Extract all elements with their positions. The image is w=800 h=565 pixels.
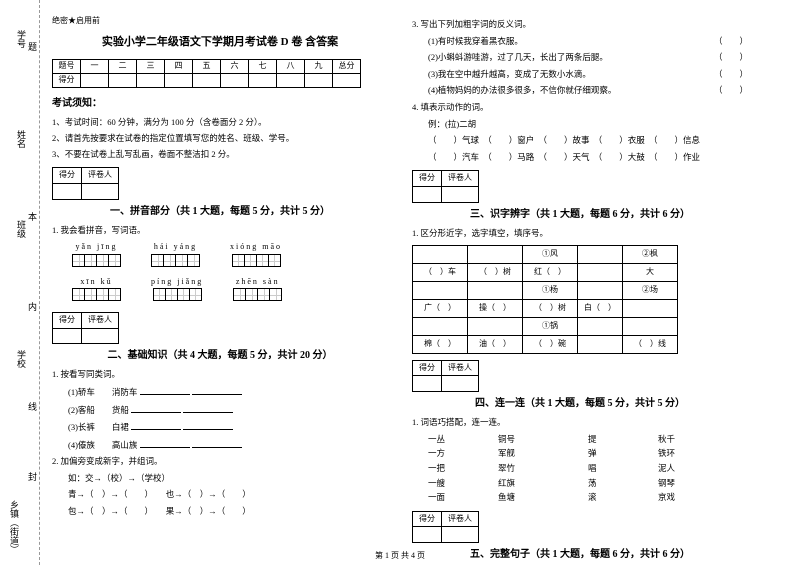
eval-table-1: 得分评卷人 bbox=[52, 167, 119, 200]
page-footer: 第 1 页 共 4 页 bbox=[375, 550, 425, 561]
secrecy-mark: 绝密★启用前 bbox=[52, 15, 388, 28]
right-column: 3. 写出下列加粗字词的反义词。 (1)有时候我穿着黑衣服。（ ） (2)小蝌蚪… bbox=[400, 0, 760, 565]
char-select-table: ①风 ②枫 （ ）车 （ ）树 红（ ） 大 ①杨 ②场 广（ ） 操（ ） bbox=[412, 245, 678, 354]
match-list: 一丛铜号提秋千 一方军舰弹铁环 一把翠竹唱泥人 一艘红旗荡钢琴 一面鱼塘滚京戏 bbox=[412, 433, 748, 505]
margin-char-3: 内 bbox=[28, 300, 37, 313]
eval-table-3: 得分评卷人 bbox=[412, 170, 479, 203]
margin-label-xuexiao: 学校 bbox=[15, 350, 28, 368]
margin-label-xuehou: 学号 bbox=[15, 30, 28, 48]
q4-1: 1. 词语巧搭配，连一连。 bbox=[412, 416, 748, 430]
q1-1: 1. 我会看拼音，写词语。 bbox=[52, 224, 388, 238]
hdr-defen: 得分 bbox=[53, 74, 81, 88]
notice-head: 考试须知： bbox=[52, 96, 388, 112]
section-4-title: 四、连一连（共 1 大题，每题 5 分，共计 5 分） bbox=[412, 396, 748, 412]
section-5-title: 五、完整句子（共 1 大题，每题 6 分，共计 6 分） bbox=[412, 547, 748, 563]
eval-table-5: 得分评卷人 bbox=[412, 511, 479, 544]
hdr-tihaov: 题号 bbox=[53, 60, 81, 74]
pinyin-block: yǎn jīng bbox=[72, 241, 121, 271]
section-3-title: 三、识字辨字（共 1 大题，每题 6 分，共计 6 分） bbox=[412, 207, 748, 223]
margin-label-xiangzhen: 乡镇（街道） bbox=[8, 500, 21, 554]
margin-char-2: 本 bbox=[28, 210, 37, 223]
eval-table-4: 得分评卷人 bbox=[412, 360, 479, 393]
left-column: 绝密★启用前 实验小学二年级语文下学期月考试卷 D 卷 含答案 题号 一 二 三… bbox=[40, 0, 400, 565]
exam-title: 实验小学二年级语文下学期月考试卷 D 卷 含答案 bbox=[52, 34, 388, 52]
margin-char-1: 题 bbox=[28, 40, 37, 53]
q2-4: 4. 填表示动作的词。 bbox=[412, 101, 748, 115]
margin-char-4: 线 bbox=[28, 400, 37, 413]
q2-3: 3. 写出下列加粗字词的反义词。 bbox=[412, 18, 748, 32]
q3-1: 1. 区分形近字，选字填空，填序号。 bbox=[412, 227, 748, 241]
section-2-title: 二、基础知识（共 4 大题，每题 5 分，共计 20 分） bbox=[52, 348, 388, 364]
binding-margin: 学号 姓名 班级 学校 乡镇（街道） 题 本 内 线 封 bbox=[0, 0, 40, 565]
notice-list: 1、考试时间：60 分钟，满分为 100 分（含卷面分 2 分）。 2、请首先按… bbox=[52, 116, 388, 161]
eval-table-2: 得分评卷人 bbox=[52, 312, 119, 345]
margin-label-xingming: 姓名 bbox=[15, 130, 28, 148]
margin-label-banji: 班级 bbox=[15, 220, 28, 238]
q2-1: 1. 按看写同类词。 bbox=[52, 368, 388, 382]
score-summary-table: 题号 一 二 三 四 五 六 七 八 九 总分 得分 bbox=[52, 59, 361, 88]
margin-char-5: 封 bbox=[28, 470, 37, 483]
q2-2: 2. 加偏旁变成新字，并组词。 bbox=[52, 455, 388, 469]
section-1-title: 一、拼音部分（共 1 大题，每题 5 分，共计 5 分） bbox=[52, 204, 388, 220]
